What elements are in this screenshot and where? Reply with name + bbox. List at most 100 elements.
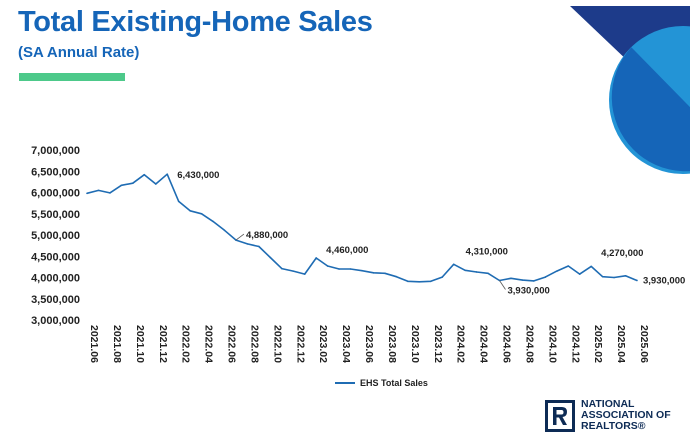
- line-chart: 3,000,000 3,500,000 4,000,000 4,500,000 5,00…: [31, 145, 685, 363]
- y-tick-label: 4,000,000: [31, 273, 80, 285]
- x-tick-label: 2023.06: [363, 325, 375, 363]
- data-point: [613, 276, 615, 279]
- x-tick-label: 2021.08: [111, 325, 123, 363]
- data-point: [590, 265, 592, 268]
- x-tick-label: 2023.04: [340, 325, 352, 363]
- x-tick-label: 2022.08: [248, 325, 260, 363]
- x-tick-label: 2023.12: [432, 325, 444, 363]
- data-point: [143, 173, 146, 176]
- data-point: [177, 200, 180, 203]
- y-tick-label: 5,000,000: [31, 230, 80, 242]
- data-point: [464, 269, 466, 272]
- data-point: [578, 273, 581, 275]
- data-point: [246, 243, 249, 245]
- x-tick-label: 2021.12: [157, 325, 169, 363]
- data-point: [280, 267, 283, 270]
- x-tick-label: 2024.10: [546, 325, 558, 363]
- y-tick-label: 6,500,000: [31, 166, 80, 178]
- chart-legend: EHS Total Sales: [335, 378, 428, 388]
- data-point: [223, 229, 226, 232]
- legend-swatch-ehs-total-sales: [335, 382, 355, 384]
- x-tick-label: 2022.12: [294, 325, 306, 363]
- data-point: [166, 173, 169, 176]
- data-point: [601, 275, 604, 278]
- data-point: [441, 276, 444, 278]
- x-tick-label: 2021.10: [134, 325, 146, 363]
- data-point: [97, 189, 100, 192]
- data-label: 4,270,000: [601, 248, 643, 259]
- data-point: [212, 220, 214, 223]
- data-point: [636, 279, 638, 282]
- data-label: 6,430,000: [177, 170, 219, 181]
- data-point: [395, 275, 398, 278]
- legend-label: EHS Total Sales: [360, 378, 428, 388]
- y-tick-label: 3,500,000: [31, 294, 80, 306]
- data-point: [258, 245, 260, 248]
- x-tick-label: 2021.06: [88, 325, 100, 363]
- data-point: [521, 279, 524, 281]
- realtor-r-logo-icon: [545, 399, 575, 432]
- x-tick-label: 2022.04: [203, 325, 215, 363]
- data-point: [132, 182, 134, 184]
- x-tick-label: 2024.12: [569, 325, 581, 363]
- x-tick-label: 2024.08: [523, 325, 535, 363]
- x-tick-label: 2025.02: [592, 325, 604, 363]
- x-tick-label: 2024.02: [455, 325, 467, 363]
- data-point: [487, 272, 489, 275]
- data-point: [303, 273, 306, 275]
- data-label: 3,930,000: [508, 285, 550, 296]
- series-line-ehs-total-sales: [86, 173, 638, 283]
- data-label: 4,880,000: [246, 230, 288, 241]
- accent-bar: [19, 73, 125, 81]
- x-tick-label: 2024.06: [501, 325, 513, 363]
- x-tick-label: 2022.02: [180, 325, 192, 363]
- deco-dark-half-circle: [611, 47, 690, 172]
- data-point: [567, 265, 570, 267]
- y-tick-label: 4,500,000: [31, 251, 80, 263]
- data-point: [475, 271, 478, 273]
- data-point: [624, 275, 627, 277]
- logo-line-1: NATIONAL: [581, 398, 635, 410]
- data-point: [418, 280, 421, 283]
- data-point: [154, 183, 157, 185]
- data-point: [315, 257, 317, 259]
- data-point: [555, 270, 558, 272]
- x-tick-label: 2022.06: [226, 325, 238, 363]
- data-point: [407, 280, 409, 283]
- page-title: Total Existing-Home Sales: [18, 6, 373, 38]
- x-tick-label: 2024.04: [478, 325, 490, 363]
- nar-logo: NATIONAL ASSOCIATION OF REALTORS®: [545, 399, 671, 432]
- annotation-leader: [235, 233, 245, 241]
- annotation-leader: [499, 280, 506, 290]
- x-tick-label: 2023.10: [409, 325, 421, 363]
- data-point: [292, 270, 295, 272]
- x-tick-label: 2022.10: [271, 325, 283, 363]
- data-label: 4,310,000: [466, 246, 508, 257]
- data-point: [109, 192, 111, 194]
- y-tick-label: 6,000,000: [31, 188, 80, 200]
- data-point: [269, 256, 272, 259]
- data-point: [533, 280, 535, 282]
- decorative-corner-graphic: [570, 6, 690, 174]
- data-point: [372, 272, 375, 274]
- data-point: [544, 276, 547, 278]
- data-point: [120, 184, 123, 187]
- data-point: [384, 272, 386, 275]
- data-point: [361, 269, 363, 272]
- data-point: [326, 265, 329, 267]
- data-point: [86, 192, 88, 195]
- data-point: [349, 268, 352, 270]
- y-tick-label: 5,500,000: [31, 209, 80, 221]
- data-point: [429, 280, 432, 283]
- y-tick-label: 3,000,000: [31, 315, 80, 327]
- x-tick-label: 2023.08: [386, 325, 398, 363]
- data-point: [200, 212, 203, 215]
- x-tick-label: 2025.04: [615, 325, 627, 363]
- data-point: [510, 277, 512, 280]
- logo-line-2: ASSOCIATION OF: [581, 409, 671, 421]
- x-tick-label: 2023.02: [317, 325, 329, 363]
- data-point: [338, 268, 340, 270]
- data-point: [189, 209, 191, 212]
- logo-line-3: REALTORS®: [581, 420, 646, 432]
- y-tick-label: 7,000,000: [31, 145, 80, 157]
